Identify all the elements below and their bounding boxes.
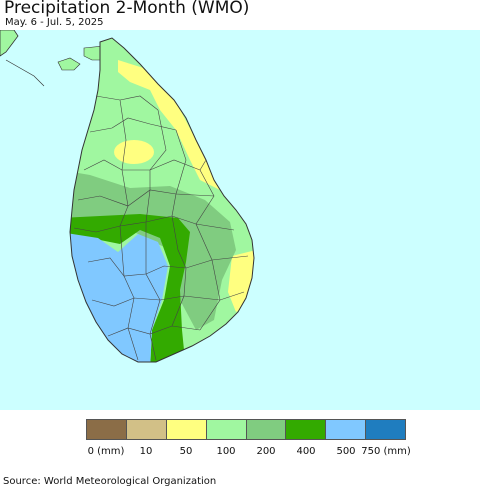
legend-labels: 0 (mm) 10 50 100 200 400 500 750 (mm)	[0, 446, 480, 460]
map-title: Precipitation 2-Month (WMO)	[4, 0, 250, 18]
legend-swatch	[286, 420, 327, 439]
sri-lanka-precipitation-map	[0, 30, 255, 363]
legend-swatch	[87, 420, 127, 439]
legend-swatch	[326, 420, 367, 439]
legend-swatch	[246, 420, 287, 439]
legend-tick-label: 400	[296, 446, 316, 457]
legend-tick-label: 10	[139, 446, 153, 457]
source-credit: Source: World Meteorological Organizatio…	[3, 476, 217, 487]
legend-tick-label: 500	[336, 446, 356, 457]
india-landmass	[0, 30, 19, 57]
jaffna-islets	[57, 57, 81, 71]
legend-tick-label: 200	[256, 446, 276, 457]
date-range: May. 6 - Jul. 5, 2025	[5, 17, 104, 28]
zone-50-100-north-central	[114, 140, 154, 164]
map-area	[0, 30, 480, 410]
india-coast-line	[5, 59, 45, 87]
legend-swatch	[206, 420, 247, 439]
district-boundaries	[73, 95, 249, 361]
island-outline	[69, 37, 255, 363]
zone-200-400	[70, 170, 236, 330]
legend-tick-label: 100	[216, 446, 236, 457]
legend-swatch	[166, 420, 207, 439]
zone-50-100-northeast	[118, 60, 220, 190]
precipitation-zones	[70, 38, 254, 362]
legend-tick-label: 750 (mm)	[361, 446, 411, 457]
legend-tick-label: 0 (mm)	[87, 446, 125, 457]
legend-tick-label: 50	[179, 446, 193, 457]
legend-color-bar	[86, 419, 406, 440]
legend-swatch	[366, 420, 405, 439]
legend-swatch	[126, 420, 167, 439]
